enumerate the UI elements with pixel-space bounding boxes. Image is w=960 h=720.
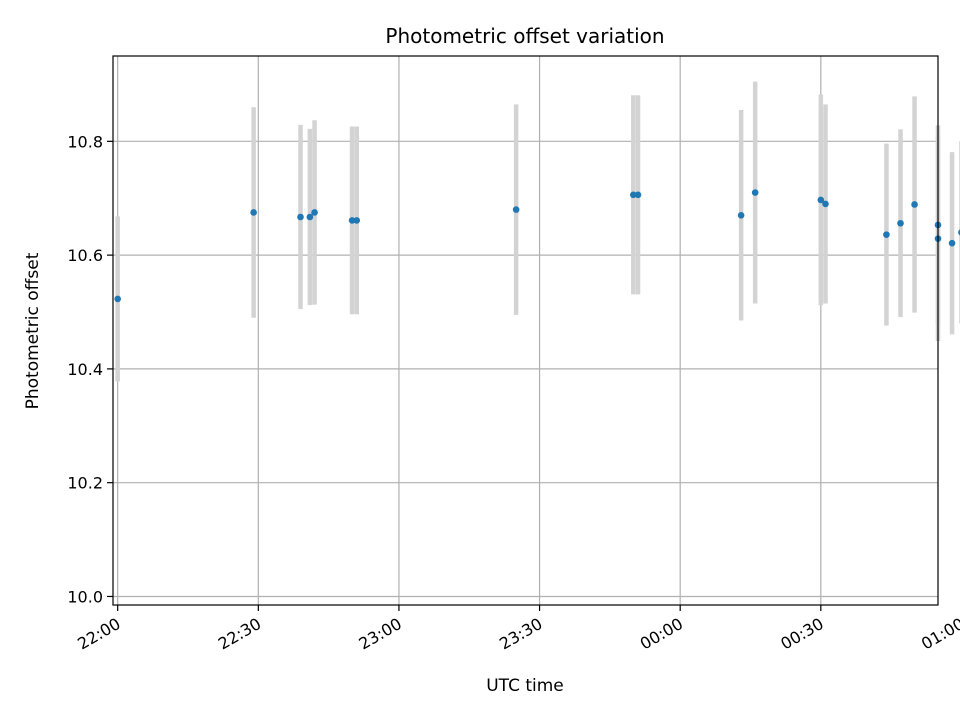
y-axis-title: Photometric offset [23, 252, 43, 409]
y-tick-label: 10.0 [67, 587, 103, 606]
data-point [822, 200, 829, 208]
data-point [512, 206, 520, 213]
data-point [911, 201, 918, 208]
y-tick-label: 10.2 [67, 474, 103, 493]
y-tick-label: 10.6 [67, 246, 103, 265]
data-point [817, 196, 825, 204]
data-point [630, 191, 637, 199]
data-point [353, 217, 361, 224]
data-point [634, 191, 642, 199]
chart-title: Photometric offset variation [385, 24, 664, 48]
data-point [348, 217, 356, 224]
data-point [948, 239, 956, 247]
data-point [250, 209, 257, 216]
y-tick-label: 10.8 [67, 132, 103, 151]
data-point [737, 211, 745, 219]
data-point [897, 219, 904, 227]
data-point [883, 231, 890, 238]
plot-frame [112, 55, 939, 606]
data-point [751, 189, 759, 196]
data-point [114, 295, 121, 303]
x-axis-title: UTC time [486, 676, 564, 696]
data-point [306, 213, 314, 221]
data-point [311, 209, 318, 216]
data-point [297, 213, 304, 221]
y-tick-label: 10.4 [67, 360, 103, 379]
